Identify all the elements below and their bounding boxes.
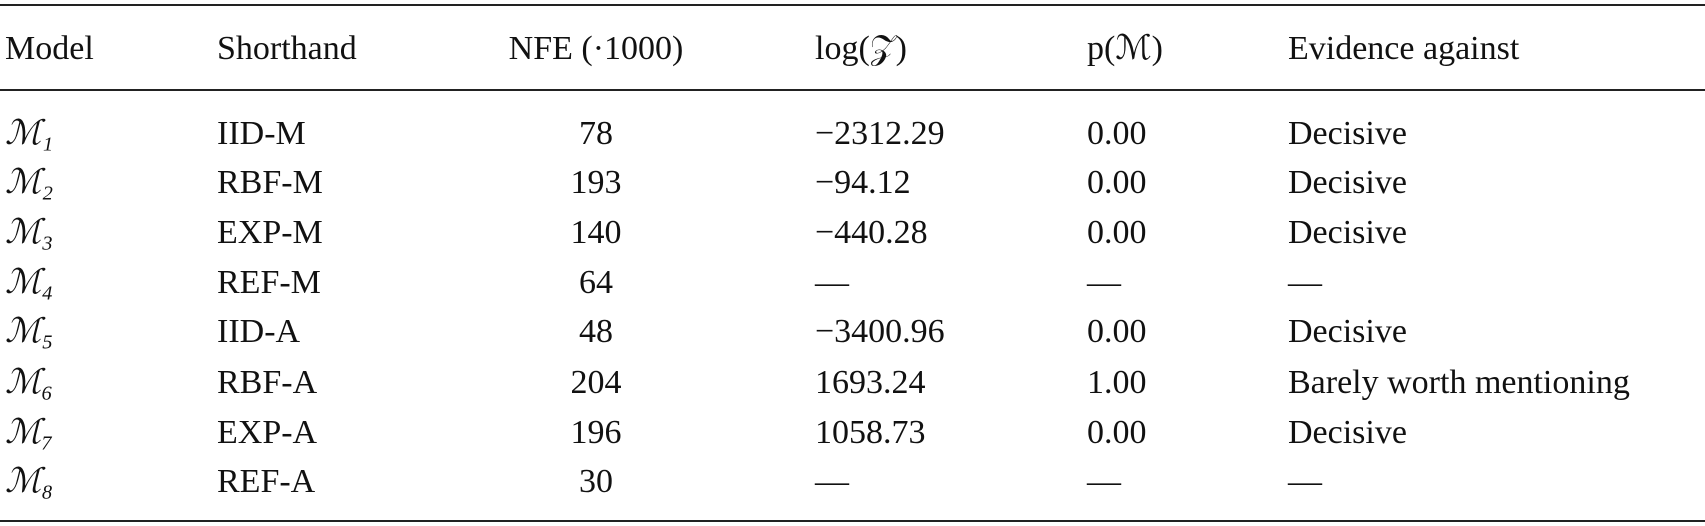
table-cell: Decisive (1288, 164, 1407, 201)
table-cell: 0.00 (1087, 313, 1147, 350)
column-header: Model (5, 30, 94, 67)
table-cell: 1.00 (1087, 364, 1147, 401)
header-rule (0, 89, 1705, 91)
table-cell: ℳ₈ (5, 463, 54, 500)
table-cell: Barely worth mentioning (1288, 364, 1630, 401)
table-cell: 0.00 (1087, 214, 1147, 251)
table-cell: Decisive (1288, 115, 1407, 152)
table-cell: — (815, 264, 849, 301)
table-cell: −3400.96 (815, 313, 945, 350)
table-cell: Decisive (1288, 414, 1407, 451)
column-header: p(ℳ) (1087, 30, 1164, 67)
table-cell: REF-A (217, 463, 316, 500)
top-rule (0, 4, 1705, 6)
table-cell: 0.00 (1087, 115, 1147, 152)
table-cell: IID-A (217, 313, 301, 350)
table-cell: ℳ₇ (5, 414, 54, 451)
table-cell: — (815, 463, 849, 500)
table-cell: 193 (570, 164, 622, 201)
table-cell: Decisive (1288, 214, 1407, 251)
table-cell: −94.12 (815, 164, 911, 201)
table-cell: −440.28 (815, 214, 928, 251)
table-cell: 0.00 (1087, 414, 1147, 451)
table-cell: ℳ₆ (5, 364, 54, 401)
table-cell: ℳ₅ (5, 313, 54, 350)
table-cell: ℳ₂ (5, 164, 54, 201)
table-cell: −2312.29 (815, 115, 945, 152)
table-cell: RBF-A (217, 364, 318, 401)
table-cell: RBF-M (217, 164, 323, 201)
table-cell: — (1087, 264, 1121, 301)
table-cell: — (1288, 264, 1322, 301)
table-cell: 30 (579, 463, 613, 500)
table-cell: 78 (579, 115, 613, 152)
table-cell: ℳ₄ (5, 264, 54, 301)
table-cell: Decisive (1288, 313, 1407, 350)
bottom-rule (0, 520, 1705, 522)
table-cell: IID-M (217, 115, 306, 152)
column-header: log(𝒵) (815, 30, 907, 67)
table-cell: EXP-M (217, 214, 323, 251)
column-header: NFE (·1000) (508, 30, 684, 67)
table-cell: ℳ₃ (5, 214, 54, 251)
table-cell: 196 (570, 414, 622, 451)
table-cell: ℳ₁ (5, 115, 54, 152)
table-cell: 1693.24 (815, 364, 926, 401)
table-cell: 64 (579, 264, 613, 301)
table-cell: — (1288, 463, 1322, 500)
column-header: Shorthand (217, 30, 357, 67)
table-cell: — (1087, 463, 1121, 500)
table-cell: 48 (579, 313, 613, 350)
table-cell: REF-M (217, 264, 321, 301)
table-cell: 1058.73 (815, 414, 926, 451)
table-cell: 140 (570, 214, 622, 251)
column-header: Evidence against (1288, 30, 1520, 67)
table-cell: 204 (570, 364, 622, 401)
table-cell: 0.00 (1087, 164, 1147, 201)
table-cell: EXP-A (217, 414, 318, 451)
